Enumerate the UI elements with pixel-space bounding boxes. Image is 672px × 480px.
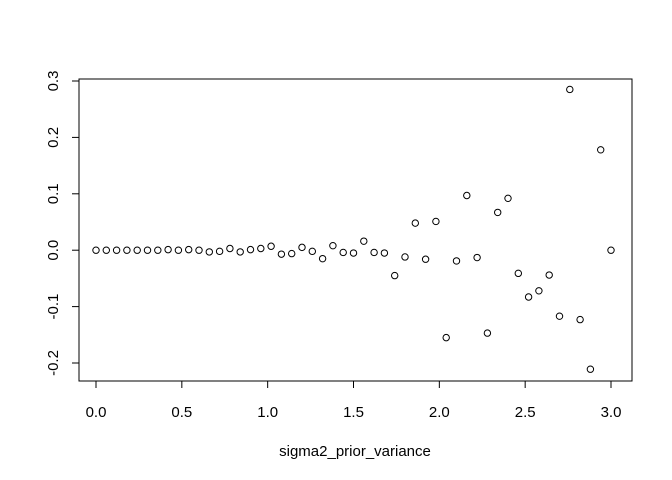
data-point [339,248,347,257]
data-point [432,217,440,226]
data-point [174,246,183,254]
x-tick-label: 0.0 [86,404,107,421]
data-point [545,271,553,279]
data-point [555,312,564,320]
y-tick-label: 0.0 [45,240,62,261]
data-point [133,246,141,254]
data-point [535,287,543,295]
data-point [226,244,234,253]
data-point [143,246,152,254]
data-point [185,245,193,254]
data-point [123,246,131,254]
data-point [597,146,605,154]
y-tick-label: -0.1 [45,294,62,320]
x-tick-label: 2.5 [515,404,536,421]
data-point [524,293,533,301]
x-tick-label: 3.0 [601,404,622,421]
data-point [360,237,368,245]
data-point [298,243,306,252]
data-point [205,248,214,256]
data-point [102,246,111,254]
data-point [576,315,584,324]
data-point [195,246,203,254]
data-point [607,246,615,254]
data-point [318,254,327,263]
data-point [442,333,450,342]
data-point [349,249,358,257]
data-points [92,85,615,373]
y-tick-label: 0.2 [45,127,62,148]
data-point [401,253,409,261]
data-point [380,249,389,257]
data-point [154,246,162,254]
data-point [215,247,224,256]
data-point [112,246,121,254]
data-point [246,245,255,254]
data-point [277,250,286,258]
y-tick-label: 0.3 [45,71,62,92]
data-point [370,248,378,257]
x-axis: 0.0 0.5 1.0 1.5 2.0 2.5 3.0 [86,380,622,421]
x-tick-label: 1.0 [257,404,278,421]
data-point [267,242,275,250]
data-point [504,194,512,203]
data-point [586,365,595,373]
x-tick-label: 0.5 [171,404,192,421]
data-point [257,244,265,253]
data-point [473,253,481,262]
data-point [329,241,337,250]
y-tick-label: -0.2 [45,350,62,376]
y-tick-label: 0.1 [45,183,62,204]
data-point [483,329,492,337]
data-point [452,257,461,265]
x-axis-label: sigma2_prior_variance [279,443,431,460]
data-point [308,247,316,256]
data-point [164,245,172,254]
x-tick-label: 2.0 [429,404,450,421]
x-tick-label: 1.5 [343,404,364,421]
data-point [494,208,502,217]
data-point [411,219,419,227]
data-point [391,271,399,280]
data-point [236,248,244,256]
data-point [421,255,430,263]
plot-frame [78,78,633,382]
data-point [288,249,296,258]
data-point [463,191,471,200]
data-point [566,85,574,94]
data-point [514,269,522,278]
y-axis: -0.2 -0.1 0.0 0.1 0.2 0.3 [45,71,80,376]
data-point [92,246,100,254]
